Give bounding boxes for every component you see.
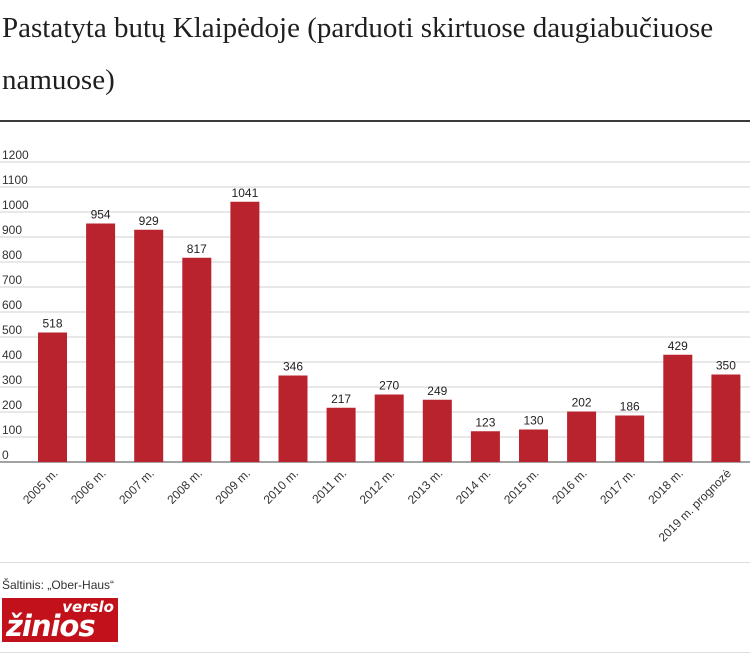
logo-line-1: verslo (62, 598, 114, 616)
y-tick-label: 1100 (2, 173, 28, 187)
x-tick-label: 2018 m. (645, 466, 686, 507)
data-label: 817 (187, 242, 207, 256)
x-tick-label: 2009 m. (212, 466, 253, 507)
y-tick-label: 700 (2, 273, 22, 287)
title-divider (0, 120, 750, 122)
data-label: 186 (620, 400, 640, 414)
y-tick-label: 900 (2, 223, 22, 237)
y-tick-label: 500 (2, 323, 22, 337)
data-label: 1041 (232, 186, 259, 200)
verslo-zinios-logo: verslo žinios (2, 598, 118, 642)
bar (326, 407, 356, 462)
bar (470, 431, 500, 462)
bar (519, 429, 548, 462)
bar (278, 375, 308, 462)
bar (86, 223, 116, 462)
bar (567, 411, 597, 462)
x-tick-label: 2011 m. (309, 466, 349, 506)
bar (422, 399, 452, 462)
data-label: 929 (139, 214, 159, 228)
bar (711, 374, 741, 462)
x-tick-label: 2014 m. (453, 466, 494, 507)
source-note: Šaltinis: „Ober-Haus“ (2, 578, 115, 592)
x-tick-label: 2005 m. (20, 466, 61, 507)
y-tick-label: 800 (2, 248, 22, 262)
bar (615, 415, 645, 462)
y-tick-label: 100 (2, 423, 22, 437)
y-tick-label: 1000 (2, 198, 29, 212)
footer-divider (0, 562, 750, 563)
bar (134, 229, 164, 462)
data-label: 346 (283, 360, 303, 374)
bar (663, 354, 693, 462)
x-tick-label: 2007 m. (116, 466, 157, 507)
data-label: 350 (716, 359, 736, 373)
y-tick-label: 300 (2, 373, 22, 387)
y-tick-label: 600 (2, 298, 22, 312)
x-tick-label: 2012 m. (357, 466, 398, 507)
x-tick-label: 2015 m. (501, 466, 542, 507)
data-label: 429 (668, 339, 688, 353)
data-label: 270 (379, 379, 399, 393)
data-label: 249 (427, 384, 447, 398)
data-label: 130 (523, 414, 543, 428)
bar (374, 394, 404, 462)
x-tick-label: 2016 m. (549, 466, 590, 507)
data-label: 518 (42, 317, 62, 331)
bar-chart: 0 100 200 300 400 500 600 700 800 900 1000 1100 1200… (0, 148, 750, 545)
bar (230, 201, 260, 462)
y-tick-label: 200 (2, 398, 22, 412)
y-tick-label: 400 (2, 348, 22, 362)
bar (182, 257, 212, 462)
bottom-divider (0, 652, 750, 653)
x-tick-label: 2013 m. (405, 466, 446, 507)
x-tick-label: 2010 m. (261, 466, 302, 507)
x-tick-label: 2008 m. (164, 466, 205, 507)
data-label: 217 (331, 392, 351, 406)
logo-line-2: žinios (6, 609, 96, 642)
chart-title: Pastatyta butų Klaipėdoje (parduoti skir… (2, 12, 714, 96)
y-tick-label: 1200 (2, 148, 29, 162)
y-tick-label: 0 (2, 448, 9, 462)
data-label: 123 (475, 415, 495, 429)
x-tick-label: 2006 m. (68, 466, 109, 507)
bar (38, 332, 67, 462)
data-label: 202 (572, 396, 592, 410)
x-tick-label: 2017 m. (597, 466, 638, 507)
data-label: 954 (91, 208, 111, 222)
